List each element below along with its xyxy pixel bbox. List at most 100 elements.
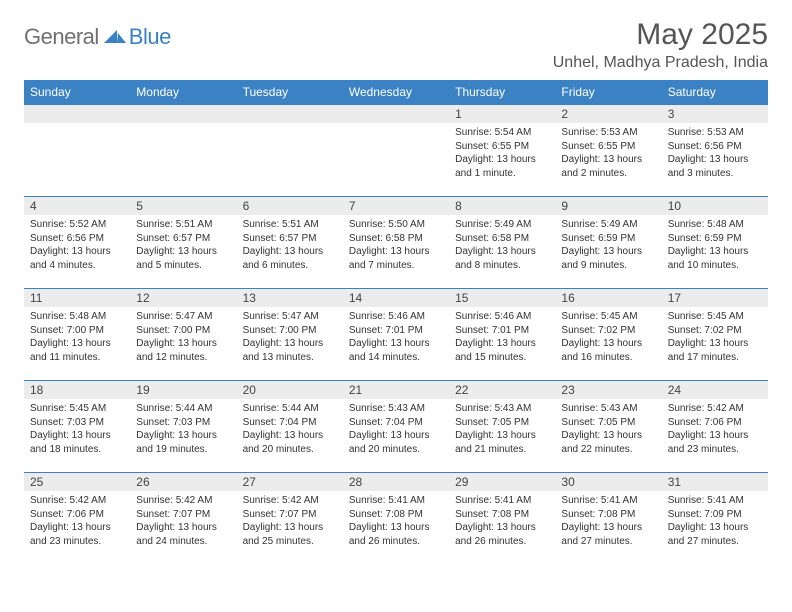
day-number: 22 — [449, 381, 555, 399]
sunrise-text: Sunrise: 5:50 AM — [349, 218, 443, 232]
day-body: Sunrise: 5:43 AMSunset: 7:05 PMDaylight:… — [555, 399, 661, 462]
day-number — [343, 105, 449, 123]
sunrise-text: Sunrise: 5:46 AM — [349, 310, 443, 324]
day-body: Sunrise: 5:41 AMSunset: 7:09 PMDaylight:… — [662, 491, 768, 554]
week-row: 11Sunrise: 5:48 AMSunset: 7:00 PMDayligh… — [24, 289, 768, 381]
sunrise-text: Sunrise: 5:43 AM — [455, 402, 549, 416]
sunrise-text: Sunrise: 5:42 AM — [136, 494, 230, 508]
day-number: 27 — [237, 473, 343, 491]
day-cell: 10Sunrise: 5:48 AMSunset: 6:59 PMDayligh… — [662, 197, 768, 289]
daylight-text: Daylight: 13 hours and 16 minutes. — [561, 337, 655, 364]
daylight-text: Daylight: 13 hours and 23 minutes. — [668, 429, 762, 456]
day-cell: 16Sunrise: 5:45 AMSunset: 7:02 PMDayligh… — [555, 289, 661, 381]
day-number: 4 — [24, 197, 130, 215]
daylight-text: Daylight: 13 hours and 8 minutes. — [455, 245, 549, 272]
day-number: 19 — [130, 381, 236, 399]
sunset-text: Sunset: 7:04 PM — [349, 416, 443, 430]
sunrise-text: Sunrise: 5:53 AM — [668, 126, 762, 140]
day-cell: 13Sunrise: 5:47 AMSunset: 7:00 PMDayligh… — [237, 289, 343, 381]
day-body: Sunrise: 5:45 AMSunset: 7:02 PMDaylight:… — [662, 307, 768, 370]
day-number: 23 — [555, 381, 661, 399]
daylight-text: Daylight: 13 hours and 1 minute. — [455, 153, 549, 180]
day-cell — [24, 105, 130, 197]
day-number: 30 — [555, 473, 661, 491]
sunrise-text: Sunrise: 5:51 AM — [136, 218, 230, 232]
daylight-text: Daylight: 13 hours and 2 minutes. — [561, 153, 655, 180]
day-cell: 28Sunrise: 5:41 AMSunset: 7:08 PMDayligh… — [343, 473, 449, 565]
day-body: Sunrise: 5:48 AMSunset: 7:00 PMDaylight:… — [24, 307, 130, 370]
sunset-text: Sunset: 7:00 PM — [136, 324, 230, 338]
day-body: Sunrise: 5:41 AMSunset: 7:08 PMDaylight:… — [449, 491, 555, 554]
daylight-text: Daylight: 13 hours and 13 minutes. — [243, 337, 337, 364]
day-number: 1 — [449, 105, 555, 123]
sunrise-text: Sunrise: 5:45 AM — [561, 310, 655, 324]
daylight-text: Daylight: 13 hours and 25 minutes. — [243, 521, 337, 548]
day-body: Sunrise: 5:51 AMSunset: 6:57 PMDaylight:… — [237, 215, 343, 278]
sunrise-text: Sunrise: 5:42 AM — [243, 494, 337, 508]
sunrise-text: Sunrise: 5:41 AM — [668, 494, 762, 508]
day-cell: 30Sunrise: 5:41 AMSunset: 7:08 PMDayligh… — [555, 473, 661, 565]
sunrise-text: Sunrise: 5:42 AM — [668, 402, 762, 416]
day-number: 6 — [237, 197, 343, 215]
day-cell: 2Sunrise: 5:53 AMSunset: 6:55 PMDaylight… — [555, 105, 661, 197]
header: General Blue May 2025 Unhel, Madhya Prad… — [24, 18, 768, 72]
week-row: 18Sunrise: 5:45 AMSunset: 7:03 PMDayligh… — [24, 381, 768, 473]
sunset-text: Sunset: 7:00 PM — [30, 324, 124, 338]
sunset-text: Sunset: 6:56 PM — [668, 140, 762, 154]
week-row: 1Sunrise: 5:54 AMSunset: 6:55 PMDaylight… — [24, 105, 768, 197]
day-body: Sunrise: 5:44 AMSunset: 7:03 PMDaylight:… — [130, 399, 236, 462]
day-cell: 14Sunrise: 5:46 AMSunset: 7:01 PMDayligh… — [343, 289, 449, 381]
sunset-text: Sunset: 7:06 PM — [30, 508, 124, 522]
daylight-text: Daylight: 13 hours and 27 minutes. — [668, 521, 762, 548]
sunset-text: Sunset: 6:58 PM — [349, 232, 443, 246]
month-title: May 2025 — [553, 18, 768, 52]
day-cell: 3Sunrise: 5:53 AMSunset: 6:56 PMDaylight… — [662, 105, 768, 197]
day-body: Sunrise: 5:44 AMSunset: 7:04 PMDaylight:… — [237, 399, 343, 462]
day-body: Sunrise: 5:51 AMSunset: 6:57 PMDaylight:… — [130, 215, 236, 278]
daylight-text: Daylight: 13 hours and 24 minutes. — [136, 521, 230, 548]
daylight-text: Daylight: 13 hours and 23 minutes. — [30, 521, 124, 548]
day-cell: 25Sunrise: 5:42 AMSunset: 7:06 PMDayligh… — [24, 473, 130, 565]
sunrise-text: Sunrise: 5:42 AM — [30, 494, 124, 508]
day-body: Sunrise: 5:49 AMSunset: 6:59 PMDaylight:… — [555, 215, 661, 278]
sunset-text: Sunset: 7:03 PM — [136, 416, 230, 430]
location: Unhel, Madhya Pradesh, India — [553, 54, 768, 72]
daylight-text: Daylight: 13 hours and 17 minutes. — [668, 337, 762, 364]
sunset-text: Sunset: 7:08 PM — [455, 508, 549, 522]
day-number: 14 — [343, 289, 449, 307]
day-cell: 29Sunrise: 5:41 AMSunset: 7:08 PMDayligh… — [449, 473, 555, 565]
daylight-text: Daylight: 13 hours and 10 minutes. — [668, 245, 762, 272]
sunrise-text: Sunrise: 5:53 AM — [561, 126, 655, 140]
day-body: Sunrise: 5:46 AMSunset: 7:01 PMDaylight:… — [449, 307, 555, 370]
day-number — [237, 105, 343, 123]
sunset-text: Sunset: 7:03 PM — [30, 416, 124, 430]
day-body: Sunrise: 5:49 AMSunset: 6:58 PMDaylight:… — [449, 215, 555, 278]
day-body: Sunrise: 5:53 AMSunset: 6:56 PMDaylight:… — [662, 123, 768, 186]
day-cell: 20Sunrise: 5:44 AMSunset: 7:04 PMDayligh… — [237, 381, 343, 473]
day-cell: 9Sunrise: 5:49 AMSunset: 6:59 PMDaylight… — [555, 197, 661, 289]
day-header: Thursday — [449, 80, 555, 105]
sunset-text: Sunset: 7:01 PM — [455, 324, 549, 338]
day-header: Monday — [130, 80, 236, 105]
day-cell: 22Sunrise: 5:43 AMSunset: 7:05 PMDayligh… — [449, 381, 555, 473]
sunset-text: Sunset: 6:59 PM — [561, 232, 655, 246]
day-cell: 19Sunrise: 5:44 AMSunset: 7:03 PMDayligh… — [130, 381, 236, 473]
day-body: Sunrise: 5:48 AMSunset: 6:59 PMDaylight:… — [662, 215, 768, 278]
sunset-text: Sunset: 7:02 PM — [668, 324, 762, 338]
sunrise-text: Sunrise: 5:43 AM — [561, 402, 655, 416]
sunrise-text: Sunrise: 5:48 AM — [30, 310, 124, 324]
day-body: Sunrise: 5:52 AMSunset: 6:56 PMDaylight:… — [24, 215, 130, 278]
day-number — [130, 105, 236, 123]
sunset-text: Sunset: 7:07 PM — [136, 508, 230, 522]
day-header-row: Sunday Monday Tuesday Wednesday Thursday… — [24, 80, 768, 105]
sunrise-text: Sunrise: 5:54 AM — [455, 126, 549, 140]
day-header: Friday — [555, 80, 661, 105]
logo: General Blue — [24, 24, 171, 50]
day-cell: 6Sunrise: 5:51 AMSunset: 6:57 PMDaylight… — [237, 197, 343, 289]
daylight-text: Daylight: 13 hours and 20 minutes. — [243, 429, 337, 456]
day-cell: 12Sunrise: 5:47 AMSunset: 7:00 PMDayligh… — [130, 289, 236, 381]
logo-text-general: General — [24, 24, 99, 50]
day-cell: 11Sunrise: 5:48 AMSunset: 7:00 PMDayligh… — [24, 289, 130, 381]
week-row: 25Sunrise: 5:42 AMSunset: 7:06 PMDayligh… — [24, 473, 768, 565]
daylight-text: Daylight: 13 hours and 9 minutes. — [561, 245, 655, 272]
